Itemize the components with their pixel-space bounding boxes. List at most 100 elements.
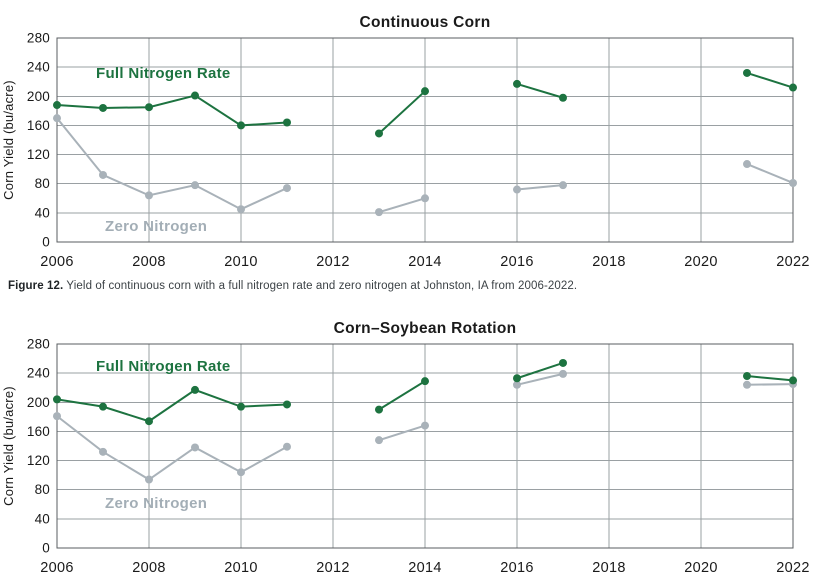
y-tick-label: 120	[27, 453, 50, 468]
continuous-corn-chart: 0 40 80 120 160 200 240 280 2006 2008 2010 2012 2014…	[1, 14, 809, 270]
data-point-marker	[191, 385, 199, 394]
series-full-nitrogen-rate: Full Nitrogen Rate	[53, 65, 797, 138]
x-tick-label: 2022	[776, 560, 809, 576]
series-zero-nitrogen: Zero Nitrogen	[53, 369, 797, 512]
series-line	[56, 94, 288, 127]
figure-caption-label: Figure 12.	[8, 280, 64, 292]
series-line	[516, 82, 564, 99]
x-tick-label: 2016	[500, 254, 533, 270]
plot-border	[56, 37, 794, 243]
series-label-full-nitrogen-rate: Full Nitrogen Rate	[96, 65, 231, 82]
data-point-marker	[145, 475, 153, 484]
y-tick-label: 280	[27, 31, 50, 46]
data-point-marker	[421, 421, 429, 430]
data-point-marker	[283, 400, 291, 409]
x-tick-label: 2014	[408, 254, 441, 270]
y-tick-label: 280	[27, 337, 50, 352]
chart-title: Corn–Soybean Rotation	[334, 320, 517, 337]
x-tick-label: 2008	[132, 560, 165, 576]
plot-border	[56, 343, 794, 549]
data-point-marker	[789, 376, 797, 385]
series-label-full-nitrogen-rate: Full Nitrogen Rate	[96, 358, 231, 375]
y-tick-label: 240	[27, 60, 50, 75]
data-point-marker	[53, 101, 61, 110]
x-axis-ticks: 2006 2008 2010 2012 2014 2016 2018 2020 2022	[40, 560, 809, 576]
series-line	[746, 375, 794, 382]
figure-caption-text: Yield of continuous corn with a full nit…	[63, 280, 578, 292]
data-point-marker	[283, 184, 291, 193]
data-point-marker	[513, 185, 521, 194]
data-point-marker	[789, 83, 797, 92]
data-point-marker	[145, 417, 153, 426]
y-tick-label: 120	[27, 147, 50, 162]
x-tick-label: 2018	[592, 560, 625, 576]
data-point-marker	[237, 402, 245, 411]
y-tick-label: 0	[42, 235, 50, 250]
series-line	[56, 388, 288, 423]
data-point-marker	[145, 103, 153, 112]
data-point-marker	[283, 442, 291, 451]
series-line	[56, 415, 288, 481]
data-point-marker	[513, 380, 521, 389]
series-line	[378, 90, 426, 135]
series-full-nitrogen-rate: Full Nitrogen Rate	[53, 358, 797, 426]
y-tick-label: 80	[35, 176, 50, 191]
corn-soybean-rotation-chart: 0 40 80 120 160 200 240 280 2006 2008 2010 2012 2014…	[1, 320, 809, 576]
series-line	[516, 361, 564, 380]
series-label-zero-nitrogen: Zero Nitrogen	[105, 495, 207, 512]
data-point-marker	[99, 402, 107, 411]
data-point-marker	[237, 121, 245, 130]
x-tick-label: 2006	[40, 560, 73, 576]
data-point-marker	[513, 79, 521, 88]
data-point-marker	[421, 87, 429, 96]
x-tick-label: 2020	[684, 560, 717, 576]
series-line	[378, 197, 426, 214]
x-tick-label: 2016	[500, 560, 533, 576]
y-tick-label: 0	[42, 541, 50, 556]
series-line	[746, 383, 794, 386]
y-tick-label: 40	[35, 511, 50, 526]
data-point-marker	[559, 93, 567, 102]
figure-caption: Figure 12. Yield of continuous corn with…	[8, 279, 648, 294]
data-point-marker	[421, 194, 429, 203]
data-point-marker	[375, 208, 383, 217]
chart-title: Continuous Corn	[359, 14, 490, 31]
data-point-marker	[375, 405, 383, 414]
data-point-marker	[99, 103, 107, 112]
data-point-marker	[237, 205, 245, 214]
series-line	[516, 372, 564, 386]
series-zero-nitrogen: Zero Nitrogen	[53, 114, 797, 235]
data-point-marker	[513, 374, 521, 383]
x-axis-ticks: 2006 2008 2010 2012 2014 2016 2018 2020 2022	[40, 254, 809, 270]
x-tick-label: 2020	[684, 254, 717, 270]
x-tick-label: 2022	[776, 254, 809, 270]
data-point-marker	[53, 395, 61, 404]
x-tick-label: 2008	[132, 254, 165, 270]
data-point-marker	[375, 436, 383, 445]
data-point-marker	[375, 129, 383, 138]
y-axis-title: Corn Yield (bu/acre)	[1, 386, 16, 506]
series-line	[746, 71, 794, 89]
gridlines	[57, 38, 793, 242]
series-line	[746, 163, 794, 184]
y-tick-label: 80	[35, 482, 50, 497]
data-point-marker	[559, 369, 567, 378]
data-point-marker	[53, 114, 61, 123]
data-point-marker	[743, 160, 751, 169]
data-point-marker	[191, 181, 199, 190]
y-tick-label: 200	[27, 89, 50, 104]
y-tick-label: 160	[27, 424, 50, 439]
data-point-marker	[191, 443, 199, 452]
y-tick-label: 200	[27, 395, 50, 410]
data-point-marker	[789, 178, 797, 187]
y-tick-label: 240	[27, 366, 50, 381]
data-point-marker	[421, 377, 429, 386]
y-axis-ticks: 0 40 80 120 160 200 240 280	[27, 31, 50, 250]
x-tick-label: 2018	[592, 254, 625, 270]
x-tick-label: 2012	[316, 560, 349, 576]
data-point-marker	[237, 468, 245, 477]
data-point-marker	[191, 91, 199, 100]
data-point-marker	[743, 68, 751, 77]
data-point-marker	[743, 380, 751, 389]
y-axis-ticks: 0 40 80 120 160 200 240 280	[27, 337, 50, 556]
